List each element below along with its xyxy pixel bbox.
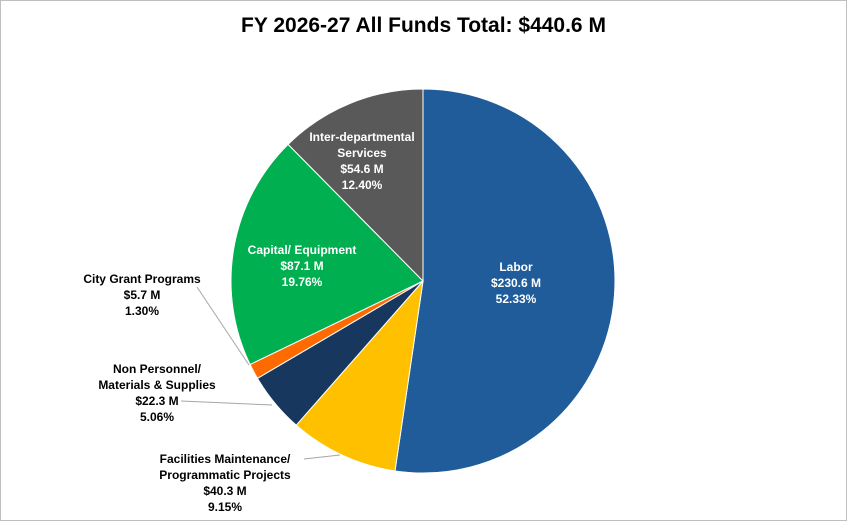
slice-label-line: Materials & Supplies xyxy=(98,378,216,392)
slice-label-line: Facilities Maintenance/ xyxy=(160,452,291,466)
slice-label-line: Non Personnel/ xyxy=(113,362,202,376)
chart-title: FY 2026-27 All Funds Total: $440.6 M xyxy=(241,14,606,37)
slice-label-line: 19.76% xyxy=(282,275,323,289)
leader-line-2 xyxy=(180,400,273,406)
slice-label-line: 1.30% xyxy=(125,304,159,318)
slice-label-line: $22.3 M xyxy=(135,394,178,408)
slice-label-line: Labor xyxy=(499,260,533,274)
slice-label-line: City Grant Programs xyxy=(83,272,201,286)
leader-line-1 xyxy=(303,454,341,460)
slice-label-line: 9.15% xyxy=(208,500,242,514)
pie-slice-4 xyxy=(230,143,424,366)
slice-label-line: Services xyxy=(337,146,387,160)
slice-label-line: $87.1 M xyxy=(280,259,323,273)
slice-label-line: Programmatic Projects xyxy=(159,468,291,482)
slice-label-line: $230.6 M xyxy=(491,276,541,290)
slice-label-1: Facilities Maintenance/Programmatic Proj… xyxy=(159,452,291,514)
slice-label-line: 52.33% xyxy=(496,292,537,306)
leader-line-3 xyxy=(196,286,250,366)
slice-label-line: 5.06% xyxy=(140,410,174,424)
pie-slice-5 xyxy=(287,88,424,283)
slice-label-line: $40.3 M xyxy=(203,484,246,498)
slice-label-0: Labor $230.6 M 52.33% xyxy=(491,260,541,306)
slice-label-3: City Grant Programs $5.7 M 1.30% xyxy=(83,272,201,318)
slice-label-line: Capital/ Equipment xyxy=(248,243,357,257)
pie-slice-0 xyxy=(394,88,616,474)
slice-label-line: $5.7 M xyxy=(124,288,161,302)
slice-label-4: Capital/ Equipment $87.1 M 19.76% xyxy=(248,243,357,289)
slice-label-5: Inter-departmental Services $54.6 M 12.40% xyxy=(309,130,414,192)
pie-slice-1 xyxy=(295,279,424,472)
slice-label-line: 12.40% xyxy=(342,178,383,192)
slice-label-line: Inter-departmental xyxy=(309,130,414,144)
slice-label-line: $54.6 M xyxy=(340,162,383,176)
slice-label-2: Non Personnel/Materials & Supplies $22.3 … xyxy=(98,362,216,424)
